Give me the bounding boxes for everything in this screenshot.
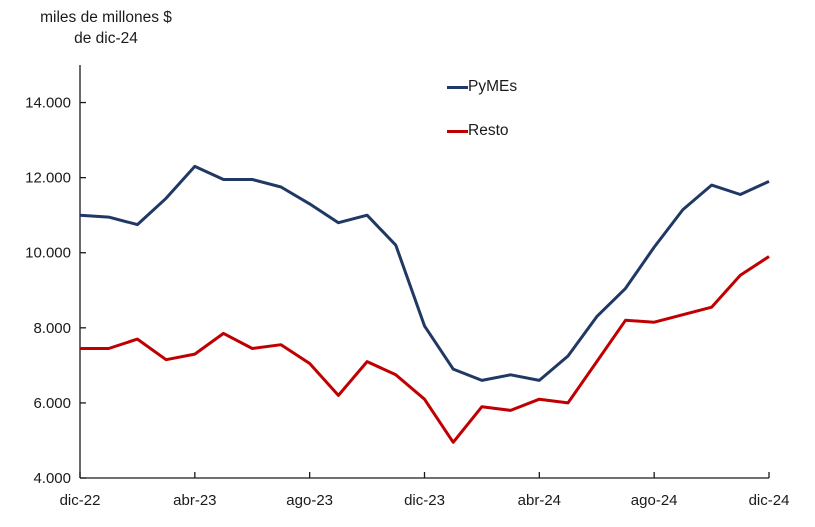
resto-legend-label: Resto xyxy=(468,122,509,139)
x-tick-label: ago-24 xyxy=(631,492,678,509)
x-tick-label: dic-22 xyxy=(60,492,101,509)
legend-item-pymes: PyMEs xyxy=(447,78,517,96)
y-tick-label: 14.000 xyxy=(25,95,71,112)
y-tick-label: 12.000 xyxy=(25,170,71,187)
y-tick-label: 6.000 xyxy=(33,395,71,412)
x-tick-label: abr-24 xyxy=(518,492,561,509)
pymes-line-marker xyxy=(447,85,468,89)
y-tick-label: 10.000 xyxy=(25,245,71,262)
y-tick-label: 8.000 xyxy=(33,320,71,337)
chart-title-line2: de dic-24 xyxy=(74,30,138,47)
series-line-pymes xyxy=(79,164,770,382)
legend-item-resto: Resto xyxy=(447,122,517,140)
x-tick-label: dic-24 xyxy=(749,492,790,509)
resto-line-marker xyxy=(447,129,468,133)
x-tick-label: dic-23 xyxy=(404,492,445,509)
x-tick-label: ago-23 xyxy=(286,492,333,509)
y-tick-label: 4.000 xyxy=(33,470,71,487)
pymes-legend-label: PyMEs xyxy=(468,78,518,95)
x-tick-label: abr-23 xyxy=(173,492,216,509)
legend: PyMEs Resto xyxy=(447,78,517,166)
chart-title: miles de millones $ de dic-24 xyxy=(26,7,186,49)
series-line-resto xyxy=(80,255,770,444)
chart-title-line1: miles de millones $ xyxy=(40,9,172,26)
